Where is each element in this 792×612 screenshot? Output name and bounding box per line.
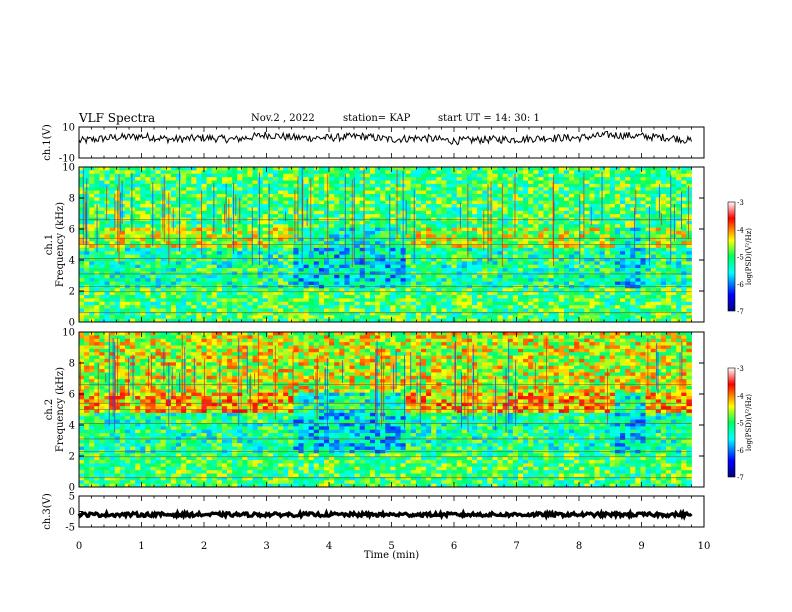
ch2-spectrogram-colorbar-tick-4: -7 — [737, 474, 744, 482]
x-tick-7: 7 — [513, 541, 519, 552]
x-tick-6: 6 — [451, 541, 457, 552]
figure-title: VLF Spectra — [79, 111, 156, 125]
ch1-spectrogram-colorbar-tick-1: -4 — [737, 226, 744, 234]
ch1-colorbar: -3 -4 -5 -6 -7 log(PSD)(V²/Hz) — [727, 199, 753, 316]
ch1-spectrogram-colorbar-tick-2: -5 — [737, 254, 744, 262]
ch1-spectrogram-cells — [79, 167, 692, 323]
x-tick-0: 0 — [76, 541, 82, 552]
ch2-spectrogram-panel: 0 2 4 6 8 10 ch.2Frequency (kHz) — [44, 328, 705, 494]
ch2-spectrogram-ytick-2: 4 — [69, 421, 75, 432]
x-tick-9: 9 — [638, 541, 644, 552]
ch1-voltage-ytick-1: -10 — [59, 154, 75, 165]
x-tick-8: 8 — [576, 541, 582, 552]
ch1-spectrogram-ytick-5: 10 — [62, 163, 75, 174]
ch3-voltage-trace — [77, 508, 693, 521]
ch1-spectrogram-ytick-4: 8 — [69, 194, 75, 205]
ch2-spectrogram-colorbar-label: log(PSD)(V²/Hz) — [745, 394, 753, 451]
ch3-voltage-ylabel: ch.3(V) — [42, 493, 53, 530]
ch1-spectrogram-colorbar-label: log(PSD)(V²/Hz) — [745, 228, 753, 285]
ch1-voltage-ylabel: ch.1(V) — [42, 124, 53, 161]
ch1-spectrogram-ytick-1: 2 — [69, 287, 75, 298]
ch3-voltage-ytick-2: -5 — [65, 523, 75, 534]
ch1-spectrogram-colorbar-tick-4: -7 — [737, 308, 744, 316]
ch1-spectrogram-colorbar-scale — [727, 201, 736, 312]
ch3-voltage-ytick-0: 5 — [69, 492, 75, 503]
ch2-spectrogram-colorbar-tick-1: -4 — [737, 392, 744, 400]
ch1-voltage-ytick-0: 10 — [62, 123, 75, 134]
x-tick-2: 2 — [201, 541, 207, 552]
ch2-spectrogram-cells — [79, 332, 692, 488]
x-tick-5: 5 — [388, 541, 394, 552]
ch2-spectrogram-colorbar-scale — [727, 367, 736, 478]
ch2-spectrogram-ylabel: ch.2Frequency (kHz) — [44, 367, 66, 452]
ch2-spectrogram-colorbar-tick-3: -6 — [737, 447, 744, 455]
ch1-voltage-panel: 10 -10 ch.1(V) — [42, 123, 705, 165]
figure-station: station= KAP — [343, 113, 411, 124]
ch1-spectrogram-ylabel: ch.1Frequency (kHz) — [44, 202, 66, 287]
x-axis-label: Time (min) — [364, 550, 419, 561]
x-tick-10: 10 — [698, 541, 711, 552]
ch2-spectrogram-ytick-5: 10 — [62, 328, 75, 339]
ch3-voltage-ytick-1: 0 — [69, 507, 75, 518]
x-tick-1: 1 — [138, 541, 144, 552]
ch2-colorbar: -3 -4 -5 -6 -7 log(PSD)(V²/Hz) — [727, 365, 753, 482]
ch2-spectrogram-ytick-1: 2 — [69, 452, 75, 463]
ch1-spectrogram-ytick-0: 0 — [69, 318, 75, 329]
ch1-spectrogram-colorbar-tick-0: -3 — [737, 199, 744, 207]
ch1-spectrogram-ytick-2: 4 — [69, 256, 75, 267]
x-tick-4: 4 — [326, 541, 332, 552]
ch2-spectrogram-colorbar-tick-0: -3 — [737, 365, 744, 373]
ch1-spectrogram-ytick-3: 6 — [69, 225, 75, 236]
ch2-spectrogram-ytick-0: 0 — [69, 483, 75, 494]
ch1-spectrogram-panel: 0 2 4 6 8 10 ch.1Frequency (kHz) — [44, 163, 705, 329]
ch1-spectrogram-colorbar-tick-3: -6 — [737, 281, 744, 289]
ch2-spectrogram-ytick-3: 6 — [69, 390, 75, 401]
x-tick-3: 3 — [263, 541, 269, 552]
figure-start-time: start UT = 14: 30: 1 — [438, 113, 540, 124]
figure-date: Nov.2 , 2022 — [251, 113, 315, 124]
ch1-voltage-trace — [78, 130, 692, 146]
ch2-spectrogram-colorbar-tick-2: -5 — [737, 420, 744, 428]
ch2-spectrogram-ytick-4: 8 — [69, 359, 75, 370]
